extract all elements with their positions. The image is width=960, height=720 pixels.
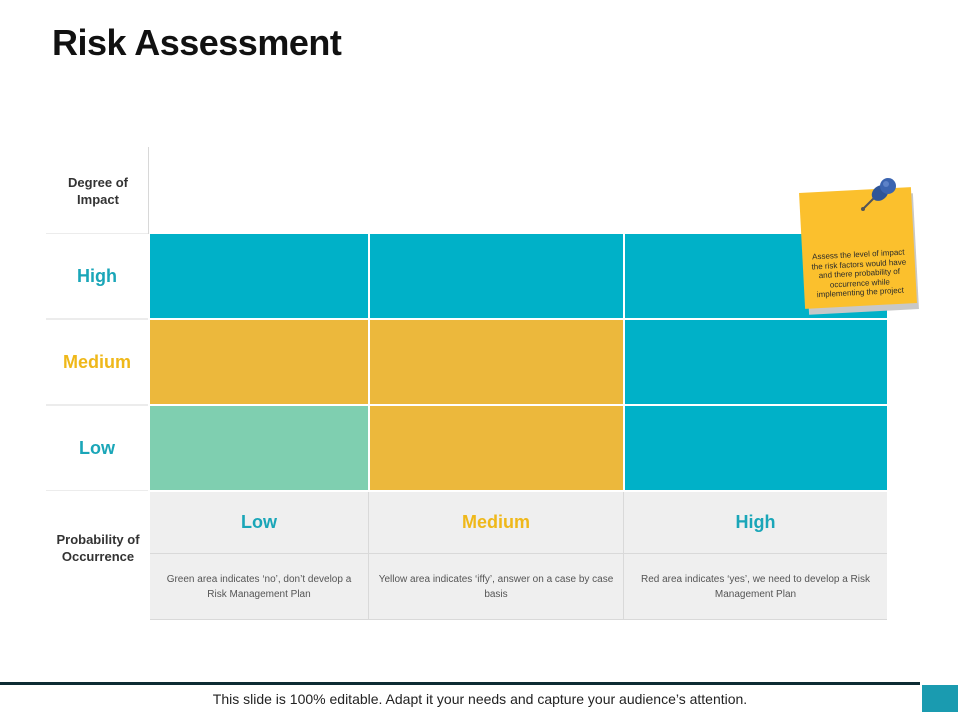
matrix-cell-high-medium — [370, 234, 623, 318]
table-divider — [150, 619, 887, 620]
table-divider — [150, 553, 887, 554]
probability-table — [150, 492, 887, 619]
impact-axis-label: Degree of Impact — [68, 175, 128, 207]
footer-rule — [0, 682, 920, 685]
probability-level-medium: Medium — [461, 512, 530, 532]
matrix-cell-medium-medium — [370, 320, 623, 404]
impact-level-high: High — [46, 234, 148, 318]
page-title: Risk Assessment — [52, 22, 342, 63]
matrix-cell-low-high — [625, 406, 887, 490]
impact-level-low: Low — [46, 406, 148, 490]
matrix-cell-medium-low — [150, 320, 368, 404]
probability-level-low: Low — [241, 512, 277, 532]
matrix-cell-medium-high — [625, 320, 887, 404]
table-divider — [368, 492, 369, 619]
description-low: Green area indicates ‘no’, don’t develop… — [166, 574, 352, 600]
pushpin-icon — [861, 178, 896, 211]
matrix-cell-low-low — [150, 406, 368, 490]
description-high: Red area indicates ‘yes’, we need to dev… — [640, 574, 871, 600]
table-divider — [623, 492, 624, 619]
sticky-note-text: Assess the level of impact the risk fact… — [811, 247, 907, 300]
impact-level-medium: Medium — [46, 320, 148, 404]
footer-accent-square — [922, 685, 958, 712]
matrix-cell-high-low — [150, 234, 368, 318]
description-medium: Yellow area indicates ‘iffy’, answer on … — [378, 574, 614, 600]
matrix-cell-low-medium — [370, 406, 623, 490]
probability-axis-label: Probability of Occurrence — [56, 532, 140, 564]
probability-level-high: High — [735, 512, 776, 532]
divider — [148, 147, 149, 234]
footer-text: This slide is 100% editable. Adapt it yo… — [212, 691, 748, 707]
